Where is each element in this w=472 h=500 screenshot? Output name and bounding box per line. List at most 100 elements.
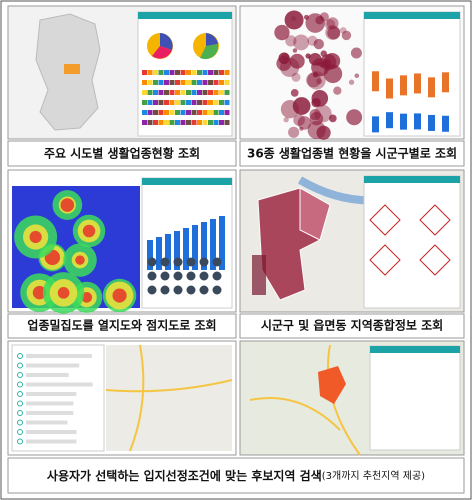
bubble (291, 72, 301, 82)
strip (180, 80, 186, 85)
strip (224, 120, 230, 125)
bubble (307, 71, 326, 90)
strip (202, 120, 208, 125)
field (26, 382, 93, 387)
bubble (284, 10, 304, 30)
strip (191, 70, 197, 75)
radio (17, 429, 23, 435)
bubble (324, 19, 336, 30)
strip (180, 110, 186, 115)
strip (191, 90, 197, 95)
strip (191, 80, 197, 85)
strip (153, 100, 158, 105)
bubble (290, 15, 297, 22)
strip (164, 90, 169, 95)
icon (147, 271, 157, 281)
strip (186, 100, 191, 105)
strip (180, 120, 186, 125)
field (26, 401, 74, 406)
strip (197, 110, 202, 115)
strip (164, 110, 169, 115)
icon (147, 257, 157, 267)
strip (219, 100, 224, 105)
strip (219, 120, 224, 125)
strip (191, 120, 197, 125)
icon (212, 257, 222, 267)
strip (158, 100, 164, 105)
bar (201, 222, 207, 270)
icon (199, 271, 209, 281)
strip (180, 100, 186, 105)
strip (147, 80, 153, 85)
strip (147, 110, 153, 115)
caption: 시군구 및 읍면동 지역종합정보 조회 (261, 318, 443, 333)
strip (153, 70, 158, 75)
strip (208, 110, 213, 115)
screenshot-3 (7, 169, 237, 314)
bubble (289, 53, 305, 69)
bubble (297, 116, 312, 130)
field (26, 430, 77, 434)
bubble (341, 30, 352, 41)
bubble (292, 48, 298, 53)
strip (164, 70, 169, 75)
icon (160, 285, 170, 295)
bar (372, 71, 379, 92)
icon (186, 257, 196, 267)
strip (180, 70, 186, 75)
bar (183, 228, 189, 270)
strip (213, 80, 219, 85)
strip (202, 70, 208, 75)
strip (213, 90, 219, 95)
icon (147, 285, 157, 295)
bar (219, 216, 225, 270)
strip (142, 100, 147, 105)
strip (142, 120, 147, 125)
icon (199, 257, 209, 267)
strip (213, 100, 219, 105)
caption-box (7, 140, 237, 167)
radio (17, 381, 23, 388)
strip (213, 70, 219, 75)
bubble (313, 38, 324, 50)
bar (400, 113, 407, 130)
bubble (293, 34, 310, 51)
strip (224, 90, 230, 95)
strip (186, 80, 191, 85)
strip (197, 100, 202, 105)
strip (186, 110, 191, 115)
strip (175, 80, 180, 85)
caption: 36종 생활업종별 현황을 시군구별로 조회 (247, 146, 457, 161)
bubble (316, 125, 331, 140)
icon (212, 271, 222, 281)
heat-blob (60, 198, 75, 212)
strip (202, 100, 208, 105)
strip (164, 120, 169, 125)
strip (153, 90, 158, 95)
bubble (292, 97, 311, 115)
icon (199, 285, 209, 295)
heat-blob (29, 230, 42, 244)
strip (158, 90, 164, 95)
strip (153, 80, 158, 85)
strip (164, 100, 169, 105)
radio (17, 400, 23, 407)
strip (169, 120, 175, 125)
screenshot-4 (239, 169, 465, 313)
strip (197, 120, 202, 125)
strip (147, 90, 153, 95)
strip (158, 120, 164, 125)
icon (160, 257, 170, 267)
field (26, 439, 77, 444)
heat-blob (75, 255, 85, 265)
bar (147, 240, 153, 270)
strip (208, 70, 213, 75)
strip (175, 120, 180, 125)
bubble (306, 72, 321, 88)
strip (208, 80, 213, 85)
field (26, 363, 80, 368)
bubble (303, 14, 309, 20)
heat-blob (82, 224, 96, 238)
bubble (326, 17, 339, 30)
